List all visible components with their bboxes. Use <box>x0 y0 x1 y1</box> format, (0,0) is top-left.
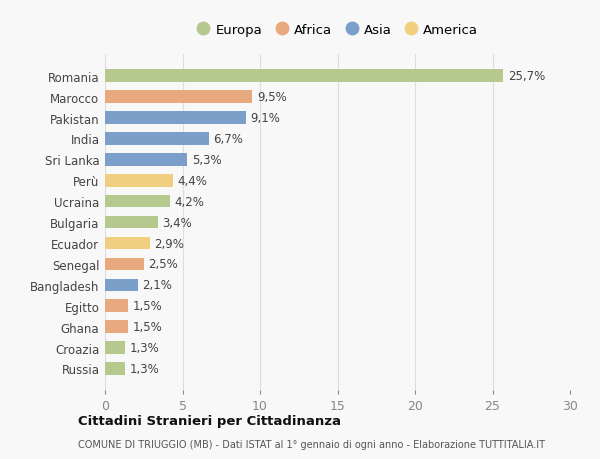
Bar <box>105 279 137 291</box>
Bar <box>105 363 125 375</box>
Bar <box>105 321 128 333</box>
Text: 2,1%: 2,1% <box>142 279 172 291</box>
Text: 4,4%: 4,4% <box>178 174 208 187</box>
Legend: Europa, Africa, Asia, America: Europa, Africa, Asia, America <box>191 18 484 42</box>
Text: 4,2%: 4,2% <box>175 195 205 208</box>
Text: 1,5%: 1,5% <box>133 300 163 313</box>
Text: 5,3%: 5,3% <box>192 154 221 167</box>
Text: COMUNE DI TRIUGGIO (MB) - Dati ISTAT al 1° gennaio di ogni anno - Elaborazione T: COMUNE DI TRIUGGIO (MB) - Dati ISTAT al … <box>78 440 545 449</box>
Bar <box>105 216 158 229</box>
Text: 1,5%: 1,5% <box>133 320 163 333</box>
Text: 6,7%: 6,7% <box>214 133 244 146</box>
Text: Cittadini Stranieri per Cittadinanza: Cittadini Stranieri per Cittadinanza <box>78 414 341 428</box>
Text: 3,4%: 3,4% <box>163 216 192 229</box>
Bar <box>105 341 125 354</box>
Bar <box>105 91 252 104</box>
Text: 1,3%: 1,3% <box>130 362 160 375</box>
Text: 9,1%: 9,1% <box>251 112 281 125</box>
Text: 1,3%: 1,3% <box>130 341 160 354</box>
Bar <box>105 174 173 187</box>
Text: 25,7%: 25,7% <box>508 70 545 83</box>
Text: 2,5%: 2,5% <box>148 258 178 271</box>
Bar <box>105 258 144 271</box>
Bar <box>105 70 503 83</box>
Text: 9,5%: 9,5% <box>257 91 287 104</box>
Bar <box>105 112 246 124</box>
Bar <box>105 237 150 250</box>
Bar <box>105 133 209 146</box>
Text: 2,9%: 2,9% <box>155 237 184 250</box>
Bar <box>105 300 128 312</box>
Bar <box>105 196 170 208</box>
Bar <box>105 154 187 166</box>
